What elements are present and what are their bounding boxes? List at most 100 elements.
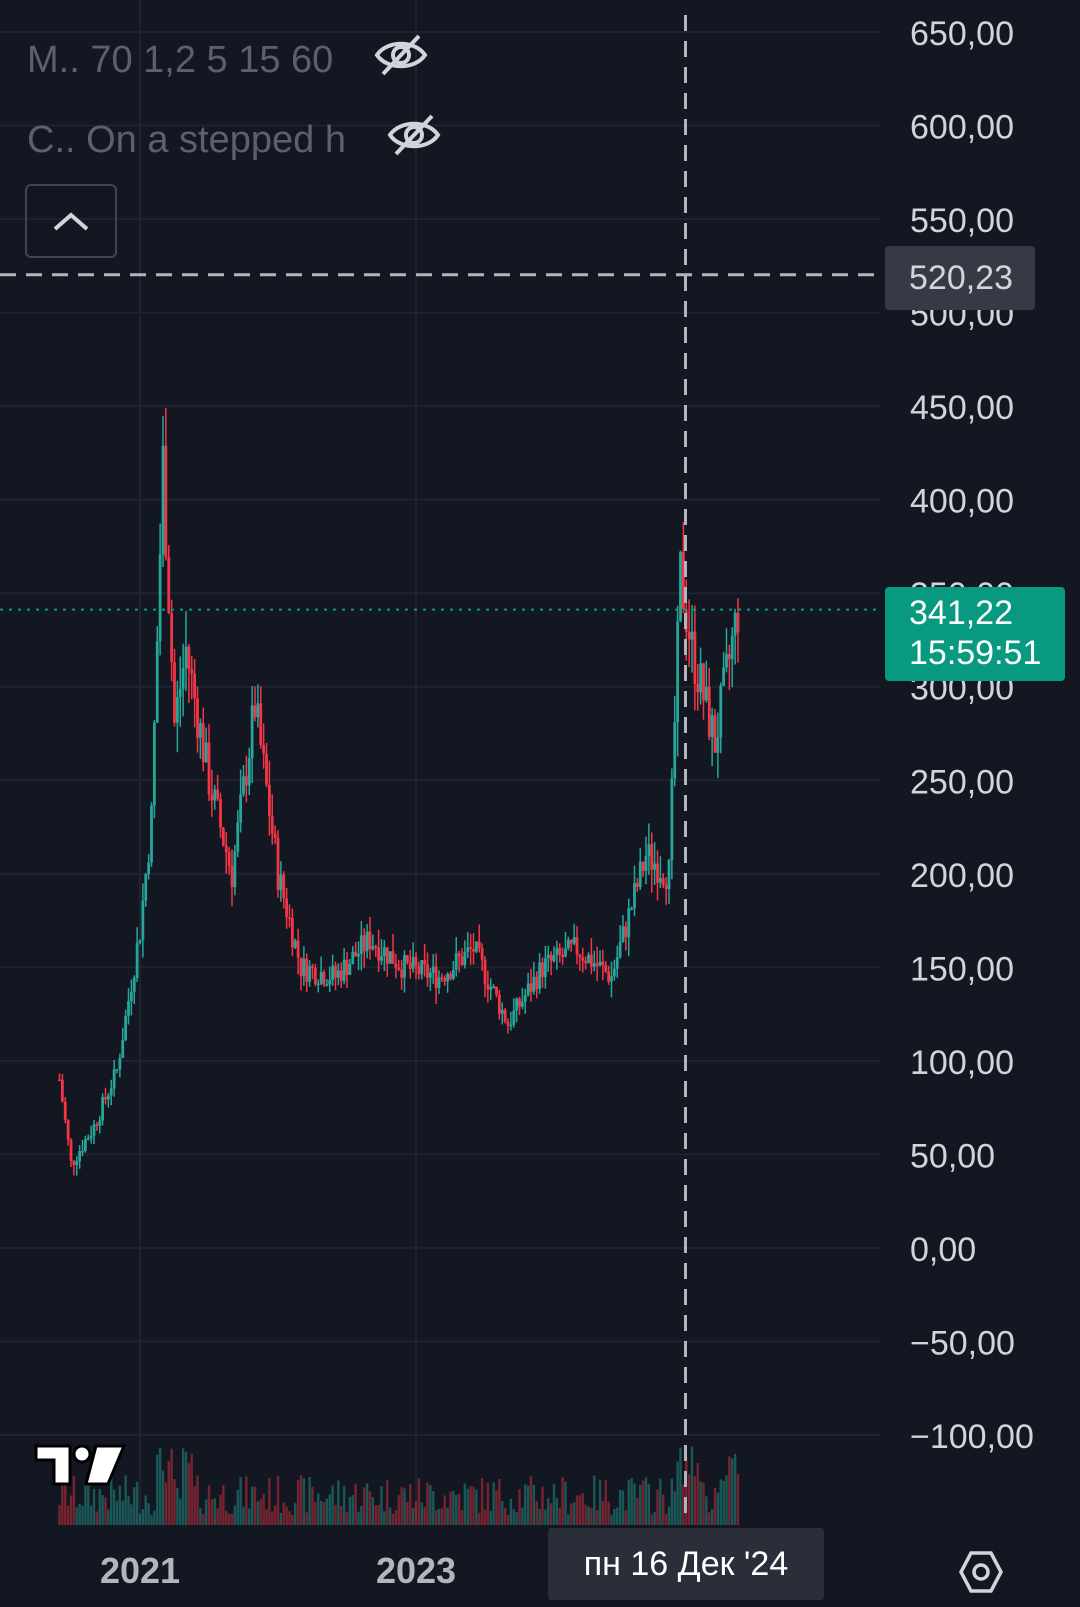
eye-crossed-icon[interactable] [386, 112, 442, 168]
candle-body [196, 698, 199, 738]
candle-body [543, 958, 547, 978]
candle-body [403, 955, 406, 978]
candle-body [221, 827, 225, 846]
candle-body [78, 1151, 82, 1162]
legend-indicator[interactable]: C.. On a stepped h [27, 112, 442, 168]
volume-bar [443, 1495, 446, 1525]
volume-bar [64, 1483, 67, 1525]
candle-body [541, 962, 544, 978]
collapse-legend-button[interactable] [25, 184, 117, 258]
volume-bar [164, 1482, 168, 1525]
volume-bar [250, 1486, 254, 1525]
y-tick-label: 650,00 [910, 15, 1014, 53]
y-tick-label: 400,00 [910, 483, 1014, 521]
candle-body [253, 705, 257, 718]
candle-body [503, 1009, 507, 1022]
settings-hexagon-icon[interactable] [958, 1549, 1004, 1600]
y-axis[interactable]: 650,00600,00550,00500,00450,00400,00350,… [910, 15, 1034, 1456]
volume-bar [58, 1505, 61, 1525]
y-tick-label: 550,00 [910, 202, 1014, 240]
eye-crossed-icon[interactable] [373, 32, 429, 88]
volume-bar [469, 1486, 472, 1525]
candle-body [667, 859, 671, 890]
candle-body [345, 959, 349, 976]
candle-body [175, 697, 179, 723]
volume-bar [282, 1502, 285, 1525]
volume-bar [322, 1501, 326, 1525]
candle-body [124, 1015, 128, 1040]
candle-body [348, 963, 352, 976]
y-tick-label: 450,00 [910, 389, 1014, 427]
volume-bar [552, 1483, 556, 1525]
volume-bar [607, 1501, 610, 1525]
candle-body [377, 947, 381, 961]
volume-bar [368, 1491, 372, 1525]
candle-body [92, 1124, 96, 1136]
volume-bar [498, 1478, 501, 1525]
volume-bar [486, 1482, 490, 1525]
candle-body [351, 951, 355, 964]
grid-lines [0, 0, 880, 1520]
volume-bar [575, 1495, 579, 1525]
candle-body [578, 954, 582, 958]
candle-body [518, 998, 521, 1007]
candle-body [451, 969, 455, 979]
candle-body [670, 778, 674, 860]
candle-body [549, 954, 553, 961]
volume-bar [89, 1505, 93, 1525]
bar-countdown: 15:59:51 [909, 634, 1042, 672]
volume-bar [72, 1476, 76, 1525]
candle-body [653, 863, 657, 870]
volume-bar [434, 1510, 438, 1525]
candle-body [382, 947, 386, 957]
candle-body [575, 937, 579, 955]
candle-body [299, 957, 303, 977]
candle-body [546, 954, 550, 959]
candle-body [198, 723, 202, 738]
candle-body [589, 954, 593, 967]
volume-bar [578, 1495, 582, 1525]
volume-bar [538, 1508, 541, 1525]
volume-bar [417, 1478, 421, 1525]
candle-body [535, 976, 539, 990]
candle-body [612, 968, 616, 977]
candle-body [411, 957, 415, 969]
volume-bar [702, 1482, 705, 1525]
x-axis[interactable]: 2021 2023 [100, 1550, 456, 1591]
candle-body [63, 1101, 67, 1121]
candle-body [158, 554, 162, 642]
candle-body [144, 874, 148, 901]
volume-bar [478, 1512, 481, 1525]
candle-body [170, 612, 174, 663]
volume-bar [676, 1461, 679, 1525]
volume-bar [480, 1478, 484, 1525]
volume-bar [616, 1507, 619, 1525]
volume-bar [386, 1480, 389, 1525]
candle-body [58, 1079, 61, 1082]
candle-body [112, 1069, 116, 1089]
candle-body [342, 959, 346, 981]
legend-ma-label: M.. 70 1,2 5 15 60 [27, 38, 334, 81]
candle-body [118, 1058, 122, 1070]
candle-body [259, 703, 263, 745]
volume-bar [492, 1482, 495, 1525]
volume-bar [708, 1512, 711, 1525]
candle-body [66, 1120, 70, 1140]
candle-body [270, 815, 274, 834]
candle-body [256, 703, 260, 718]
legend-moving-average[interactable]: M.. 70 1,2 5 15 60 [27, 32, 429, 88]
volume-bar [337, 1480, 340, 1525]
volume-bar [696, 1463, 699, 1525]
candle-body [311, 966, 314, 968]
volume-bar [621, 1490, 625, 1525]
volume-bar [593, 1475, 596, 1525]
volume-bar [199, 1508, 202, 1525]
volume-bar [363, 1487, 366, 1525]
volume-bar [311, 1486, 314, 1525]
candle-body [305, 958, 309, 982]
candle-body [727, 653, 731, 660]
volume-bar [595, 1510, 599, 1525]
volume-bar [153, 1510, 156, 1525]
candle-body [290, 917, 294, 948]
